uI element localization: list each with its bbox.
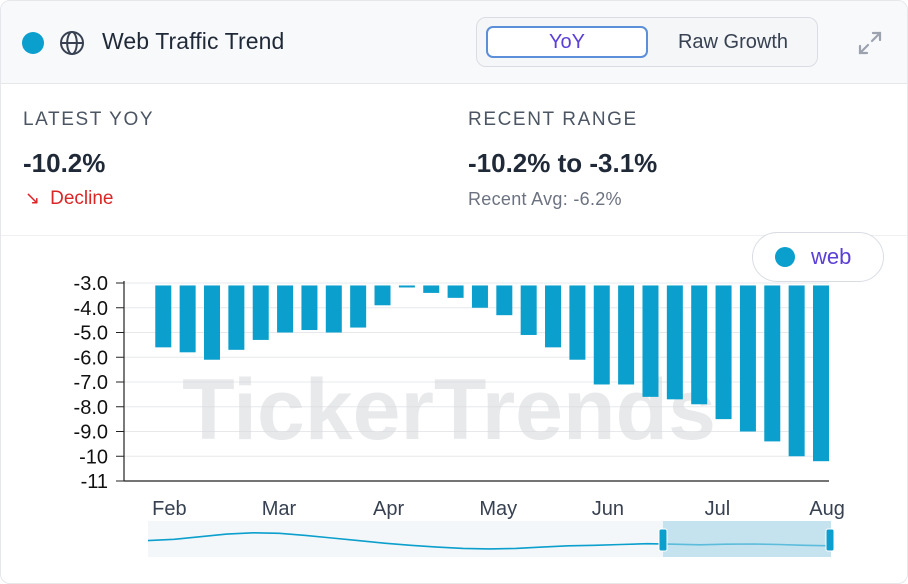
y-tick-label: -4.0 bbox=[74, 298, 108, 320]
bar bbox=[618, 285, 635, 385]
card-header: Web Traffic Trend YoY Raw Growth bbox=[1, 1, 907, 84]
bar bbox=[642, 285, 659, 397]
y-tick-label: -8.0 bbox=[74, 397, 108, 419]
x-tick-label: Mar bbox=[262, 498, 297, 520]
recent-range-value: -10.2% to -3.1% bbox=[468, 148, 658, 178]
y-tick-label: -6.0 bbox=[74, 347, 108, 369]
bar bbox=[764, 285, 781, 442]
bar bbox=[325, 285, 342, 333]
bar bbox=[666, 285, 683, 400]
bar bbox=[788, 285, 805, 457]
bar bbox=[301, 285, 318, 331]
recent-range-label: RECENT RANGE bbox=[468, 109, 638, 130]
bar bbox=[739, 285, 756, 432]
bar bbox=[496, 285, 513, 316]
latest-yoy-label: LATEST YOY bbox=[23, 109, 155, 130]
bar bbox=[447, 285, 464, 298]
bar bbox=[691, 285, 708, 405]
latest-yoy-value: -10.2% bbox=[23, 148, 106, 178]
bar bbox=[715, 285, 732, 420]
y-tick-label: -10 bbox=[79, 446, 108, 468]
x-tick-label: Jul bbox=[705, 498, 731, 520]
bar bbox=[350, 285, 367, 328]
range-navigator[interactable] bbox=[147, 521, 835, 557]
bar bbox=[545, 285, 562, 348]
section-divider bbox=[1, 235, 907, 236]
legend-color-dot bbox=[775, 247, 795, 267]
x-tick-label: Jun bbox=[592, 498, 624, 520]
card-title: Web Traffic Trend bbox=[102, 28, 285, 54]
bar bbox=[277, 285, 294, 333]
watermark-text: TickerTrends bbox=[182, 362, 716, 458]
legend-web[interactable]: web bbox=[752, 232, 884, 282]
bar bbox=[228, 285, 245, 350]
x-tick-label: Feb bbox=[152, 498, 186, 520]
x-tick-label: May bbox=[479, 498, 517, 520]
bar bbox=[179, 285, 196, 353]
x-tick-label: Apr bbox=[373, 498, 404, 520]
bar bbox=[203, 285, 220, 360]
y-tick-label: -9.0 bbox=[74, 422, 108, 444]
navigator-selection bbox=[663, 521, 831, 557]
bar bbox=[569, 285, 586, 360]
metric-toggle: YoY Raw Growth bbox=[476, 17, 818, 67]
expand-icon[interactable] bbox=[856, 29, 884, 57]
navigator-handle-left bbox=[658, 528, 668, 552]
toggle-raw-growth-button[interactable]: Raw Growth bbox=[677, 31, 789, 53]
arrow-down-right-icon: ↘ bbox=[25, 188, 41, 208]
y-tick-label: -3.0 bbox=[74, 273, 108, 295]
toggle-yoy-button[interactable]: YoY bbox=[486, 26, 648, 58]
bar bbox=[398, 285, 415, 288]
globe-icon bbox=[60, 31, 84, 55]
y-tick-label: -5.0 bbox=[74, 323, 108, 345]
series-color-dot bbox=[22, 32, 44, 54]
bar bbox=[471, 285, 488, 308]
bar bbox=[252, 285, 269, 340]
navigator-handle-right bbox=[825, 528, 835, 552]
trend-indicator: ↘ Decline bbox=[25, 188, 113, 210]
bar bbox=[423, 285, 440, 293]
recent-avg: Recent Avg: -6.2% bbox=[468, 189, 622, 209]
y-tick-label: -11 bbox=[81, 471, 108, 493]
x-tick-label: Aug bbox=[809, 498, 845, 520]
bar bbox=[813, 285, 829, 462]
bar bbox=[520, 285, 537, 335]
legend-label: web bbox=[811, 244, 852, 269]
y-tick-label: -7.0 bbox=[74, 372, 108, 394]
trend-label: Decline bbox=[50, 188, 114, 209]
bar bbox=[155, 285, 172, 348]
bar bbox=[593, 285, 610, 385]
bar bbox=[374, 285, 391, 306]
